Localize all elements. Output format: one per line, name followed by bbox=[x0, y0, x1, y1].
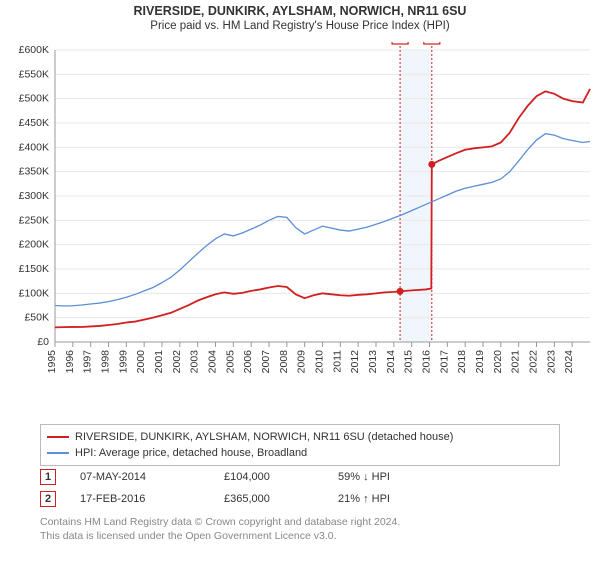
x-tick-label: 2006 bbox=[242, 350, 254, 374]
data-row-date: 17-FEB-2016 bbox=[80, 493, 200, 505]
x-tick-label: 2024 bbox=[563, 350, 575, 374]
x-tick-label: 2004 bbox=[207, 350, 219, 374]
x-tick-label: 2010 bbox=[314, 350, 326, 374]
legend-row: RIVERSIDE, DUNKIRK, AYLSHAM, NORWICH, NR… bbox=[47, 429, 553, 445]
y-tick-label: £600K bbox=[19, 44, 49, 56]
footer-line-2: This data is licensed under the Open Gov… bbox=[40, 530, 337, 542]
y-tick-label: £400K bbox=[19, 141, 49, 153]
data-row-marker: 1 bbox=[40, 469, 56, 485]
y-tick-label: £50K bbox=[24, 312, 49, 324]
x-tick-label: 1998 bbox=[100, 350, 112, 374]
x-tick-label: 2003 bbox=[189, 350, 201, 374]
data-row: 1 07-MAY-2014 £104,000 59% ↓ HPI bbox=[40, 466, 560, 488]
y-tick-label: £200K bbox=[19, 239, 49, 251]
sale-dot bbox=[397, 288, 404, 295]
x-tick-label: 2017 bbox=[438, 350, 450, 374]
x-tick-label: 2020 bbox=[492, 350, 504, 374]
y-tick-label: £350K bbox=[19, 166, 49, 178]
y-tick-label: £250K bbox=[19, 214, 49, 226]
chart-subtitle: Price paid vs. HM Land Registry's House … bbox=[0, 20, 600, 32]
data-row-date: 07-MAY-2014 bbox=[80, 471, 200, 483]
x-tick-label: 2023 bbox=[545, 350, 557, 374]
x-tick-label: 2007 bbox=[260, 350, 272, 374]
x-tick-label: 2019 bbox=[474, 350, 486, 374]
x-tick-label: 1996 bbox=[64, 350, 76, 374]
legend-swatch bbox=[47, 436, 69, 438]
marker-number: 2 bbox=[429, 42, 435, 43]
x-tick-label: 2021 bbox=[510, 350, 522, 374]
x-tick-label: 2011 bbox=[331, 350, 343, 373]
x-tick-label: 2008 bbox=[278, 350, 290, 374]
x-tick-label: 2009 bbox=[296, 350, 308, 374]
x-tick-label: 2014 bbox=[385, 350, 397, 374]
x-tick-label: 1999 bbox=[117, 350, 129, 374]
chart-wrap: £0 £50K £100K £150K £200K £250K £300K £350K £400… bbox=[0, 42, 600, 397]
x-tick-label: 1997 bbox=[82, 350, 94, 374]
chart-title: RIVERSIDE, DUNKIRK, AYLSHAM, NORWICH, NR… bbox=[0, 4, 600, 18]
x-tick-label: 2016 bbox=[421, 350, 433, 374]
line-chart: £0 £50K £100K £150K £200K £250K £300K £350K £400… bbox=[0, 42, 600, 397]
series-red bbox=[55, 89, 590, 327]
x-tick-label: 2005 bbox=[224, 350, 236, 374]
sale-dot bbox=[428, 161, 435, 168]
x-tick-label: 2018 bbox=[456, 350, 468, 374]
chart-container: RIVERSIDE, DUNKIRK, AYLSHAM, NORWICH, NR… bbox=[0, 4, 600, 564]
x-tick-label: 1995 bbox=[46, 350, 58, 374]
data-row-hpi: 21% ↑ HPI bbox=[338, 493, 458, 505]
legend-row: HPI: Average price, detached house, Broa… bbox=[47, 445, 553, 461]
data-row-hpi: 59% ↓ HPI bbox=[338, 471, 458, 483]
data-row: 2 17-FEB-2016 £365,000 21% ↑ HPI bbox=[40, 488, 560, 510]
legend: RIVERSIDE, DUNKIRK, AYLSHAM, NORWICH, NR… bbox=[40, 424, 560, 466]
footer-attribution: Contains HM Land Registry data © Crown c… bbox=[40, 516, 560, 543]
y-tick-label: £100K bbox=[19, 287, 49, 299]
y-tick-label: £150K bbox=[19, 263, 49, 275]
x-tick-label: 2000 bbox=[135, 350, 147, 374]
legend-label: RIVERSIDE, DUNKIRK, AYLSHAM, NORWICH, NR… bbox=[75, 431, 453, 443]
data-row-marker: 2 bbox=[40, 491, 56, 507]
x-tick-label: 2022 bbox=[528, 350, 540, 374]
y-tick-label: £0 bbox=[37, 336, 49, 348]
x-tick-label: 2002 bbox=[171, 350, 183, 374]
legend-label: HPI: Average price, detached house, Broa… bbox=[75, 447, 307, 459]
sale-data-rows: 1 07-MAY-2014 £104,000 59% ↓ HPI 2 17-FEB-201… bbox=[40, 466, 560, 510]
x-tick-label: 2013 bbox=[367, 350, 379, 374]
marker-number: 1 bbox=[397, 42, 403, 43]
footer-line-1: Contains HM Land Registry data © Crown c… bbox=[40, 516, 400, 528]
x-tick-label: 2015 bbox=[403, 350, 415, 374]
x-tick-label: 2001 bbox=[153, 350, 165, 374]
y-tick-label: £500K bbox=[19, 93, 49, 105]
legend-swatch bbox=[47, 452, 69, 454]
x-tick-label: 2012 bbox=[349, 350, 361, 374]
data-row-price: £365,000 bbox=[224, 493, 314, 505]
y-tick-label: £550K bbox=[19, 68, 49, 80]
data-row-price: £104,000 bbox=[224, 471, 314, 483]
y-tick-label: £450K bbox=[19, 117, 49, 129]
y-tick-label: £300K bbox=[19, 190, 49, 202]
